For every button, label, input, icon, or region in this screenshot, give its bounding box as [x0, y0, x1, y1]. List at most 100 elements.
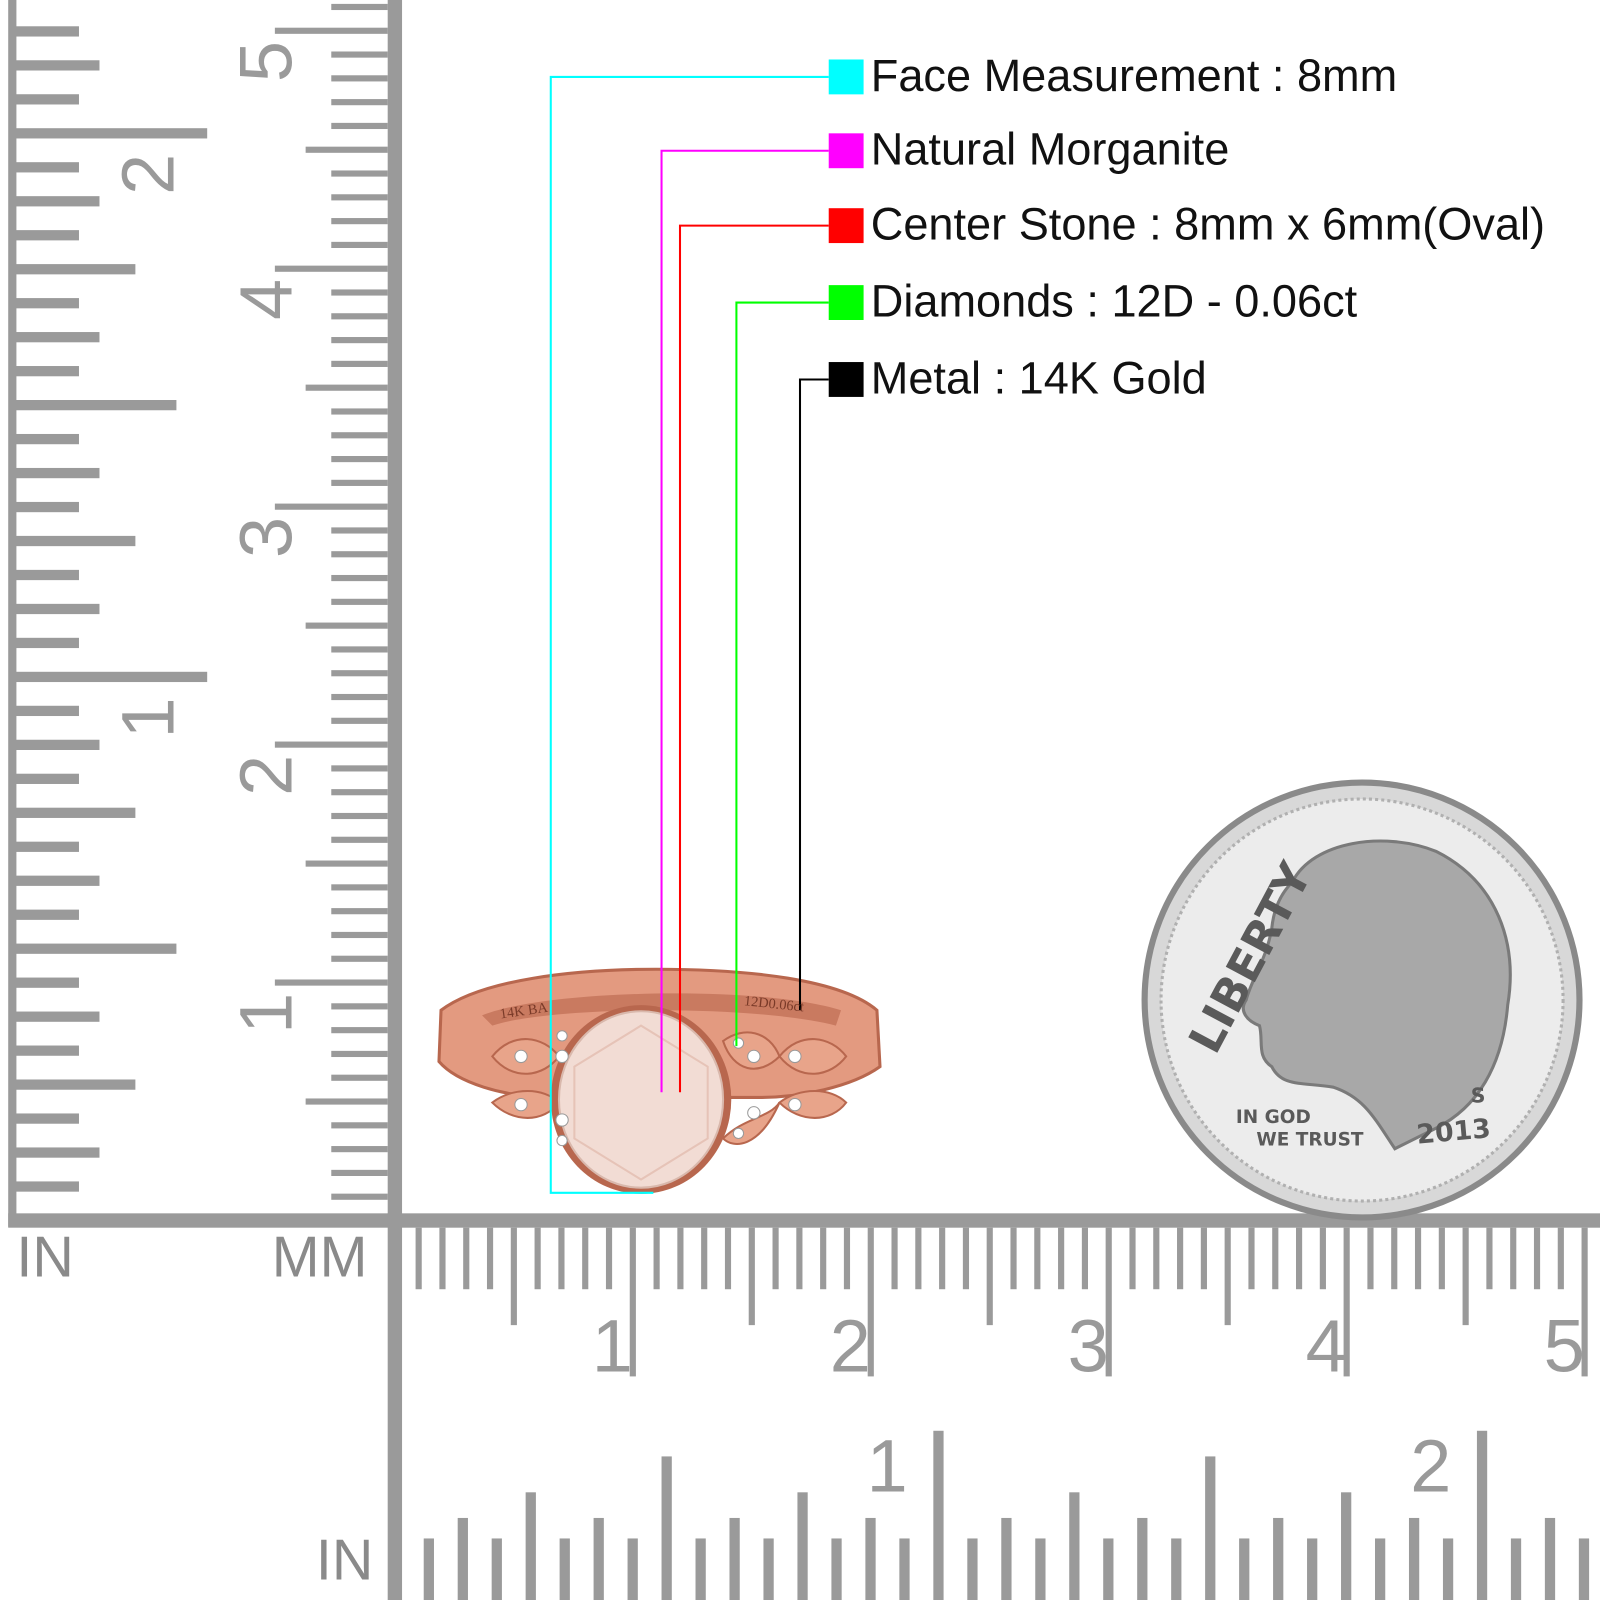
inch-tick — [12, 977, 79, 988]
mm-tick — [1557, 1227, 1564, 1290]
inch-label: 1 — [106, 697, 189, 738]
leader-line — [660, 149, 829, 1093]
mm-tick — [331, 527, 388, 534]
inch-tick — [899, 1538, 910, 1600]
mm-tick — [331, 1074, 388, 1081]
inch-tick — [1510, 1538, 1522, 1600]
inch-tick — [12, 1147, 100, 1158]
mm-tick — [962, 1227, 970, 1290]
inch-tick — [12, 230, 79, 241]
mm-tick — [1319, 1227, 1326, 1290]
inch-tick — [12, 943, 177, 954]
mm-tick — [1533, 1227, 1541, 1290]
ruler-edge — [8, 1213, 1600, 1228]
ruler-ticks — [12, 3, 1590, 1600]
mm-tick — [605, 1227, 613, 1290]
coin-motto: IN GOD — [1236, 1107, 1311, 1128]
unit-label: MM — [272, 1226, 368, 1290]
inch-tick — [797, 1492, 808, 1600]
inch-tick — [12, 26, 79, 37]
legend-swatch — [828, 362, 864, 397]
cm-label: 1 — [592, 1304, 633, 1387]
mm-tick — [1343, 1227, 1350, 1377]
legend-label: Metal : 14K Gold — [871, 352, 1207, 403]
leader-line — [798, 378, 829, 1011]
mm-tick — [331, 670, 388, 677]
inch-tick — [865, 1517, 876, 1600]
mm-tick — [331, 1193, 388, 1200]
inch-tick — [831, 1538, 842, 1600]
inch-tick — [593, 1517, 604, 1600]
mm-tick — [331, 75, 388, 82]
mm-tick — [1272, 1227, 1279, 1290]
mm-tick — [331, 432, 388, 439]
leader-line — [549, 75, 829, 1194]
mm-tick — [331, 908, 388, 915]
engraving: 12D0.06ct — [743, 993, 805, 1015]
ruler-edge — [387, 0, 403, 1227]
mm-tick — [331, 194, 388, 201]
mm-tick — [331, 646, 388, 653]
mm-tick — [463, 1227, 470, 1290]
inch-tick — [12, 1181, 79, 1192]
mm-tick — [1510, 1227, 1517, 1290]
inch-tick — [967, 1538, 978, 1600]
inch-tick — [12, 909, 79, 920]
mm-tick — [629, 1227, 636, 1377]
mm-tick — [1391, 1227, 1398, 1290]
inch-tick — [12, 535, 136, 547]
legend-label: Natural Morganite — [871, 124, 1230, 175]
coin-motto: WE TRUST — [1256, 1130, 1363, 1151]
mm-tick — [510, 1227, 517, 1326]
mm-tick — [331, 1146, 388, 1153]
mm-tick — [305, 146, 388, 153]
mm-tick — [1224, 1227, 1231, 1326]
mm-tick — [331, 408, 388, 415]
legend-label: Diamonds : 12D - 0.06ct — [871, 276, 1358, 327]
coin — [1141, 779, 1583, 1221]
mm-tick — [1034, 1227, 1041, 1290]
inch-tick — [12, 366, 79, 377]
mm-tick — [331, 931, 388, 939]
mm-tick — [305, 860, 388, 867]
inch-tick — [12, 332, 100, 343]
mm-tick — [274, 265, 388, 272]
mm-tick — [331, 1003, 388, 1010]
inch-tick — [1137, 1517, 1148, 1600]
mm-tick — [701, 1227, 708, 1290]
mm-tick — [1414, 1227, 1422, 1290]
inch-tick — [1408, 1517, 1420, 1600]
mm-tick — [986, 1227, 993, 1326]
cm-label: 4 — [224, 279, 307, 320]
mm-tick — [305, 622, 388, 629]
mm-tick — [558, 1227, 565, 1290]
mm-tick — [331, 812, 388, 820]
inch-tick — [12, 94, 79, 105]
mm-tick — [331, 598, 388, 605]
inch-tick — [1069, 1492, 1080, 1600]
inch-tick — [12, 671, 208, 683]
cm-label: 2 — [224, 755, 307, 796]
inch-tick — [12, 196, 100, 207]
inch-tick — [457, 1517, 468, 1600]
mm-tick — [331, 955, 388, 962]
inch-tick — [12, 705, 79, 717]
mm-tick — [439, 1227, 446, 1290]
mm-tick — [331, 337, 388, 344]
mm-tick — [305, 384, 388, 391]
mm-tick — [331, 313, 388, 320]
inch-tick — [12, 603, 100, 615]
mm-tick — [796, 1227, 803, 1290]
mm-tick — [1177, 1227, 1184, 1290]
inch-tick — [695, 1538, 706, 1600]
mm-tick — [891, 1227, 898, 1290]
mm-tick — [331, 1050, 388, 1058]
inch-tick — [1544, 1517, 1556, 1600]
mm-tick — [1581, 1227, 1588, 1377]
mm-tick — [677, 1227, 684, 1290]
inch-tick — [1001, 1517, 1012, 1600]
legend-swatch — [828, 59, 864, 95]
mm-tick — [1486, 1227, 1493, 1290]
legend-swatch — [828, 133, 864, 169]
engraving: 14K BA — [499, 1000, 550, 1023]
